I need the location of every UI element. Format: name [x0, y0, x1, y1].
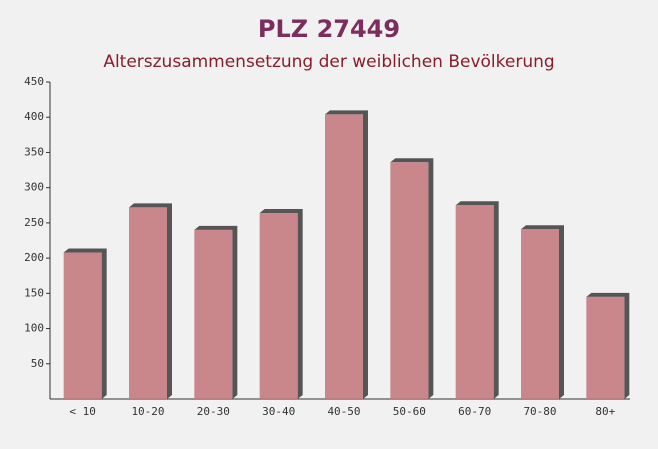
x-tick-label: 80+	[595, 405, 615, 418]
x-tick-label: 30-40	[262, 405, 295, 418]
bar-shadow	[521, 225, 564, 399]
bar	[586, 296, 625, 399]
x-tick-label: 60-70	[458, 405, 491, 418]
y-tick-label: 450	[24, 75, 44, 88]
bar	[129, 207, 167, 399]
bar-shadow	[390, 158, 434, 399]
bar-shadow	[63, 248, 107, 399]
bar	[390, 162, 429, 399]
y-tick-label: 300	[24, 181, 44, 194]
x-tick-label: < 10	[69, 405, 96, 418]
y-tick-label: 400	[24, 110, 44, 123]
chart-title: PLZ 27449	[258, 15, 400, 43]
x-tick-label: 20-30	[197, 405, 230, 418]
x-tick-label: 70-80	[523, 405, 556, 418]
x-tick-label: 40-50	[327, 405, 360, 418]
y-tick-label: 350	[24, 145, 44, 158]
bar-shadow	[194, 225, 238, 399]
y-tick-label: 150	[24, 286, 44, 299]
x-tick-label: 50-60	[393, 405, 426, 418]
x-tick-label: 10-20	[131, 405, 164, 418]
y-tick-label: 50	[31, 357, 44, 370]
y-tick-label: 200	[24, 251, 44, 264]
y-tick-label: 100	[24, 322, 44, 335]
bar	[325, 114, 363, 399]
bar	[63, 252, 102, 399]
bar-shadow	[586, 292, 630, 399]
chart-subtitle: Alterszusammensetzung der weiblichen Bev…	[103, 52, 554, 72]
bar-shadow	[129, 203, 172, 399]
bar	[194, 229, 233, 399]
bar	[455, 205, 494, 399]
bar-shadow	[259, 209, 303, 399]
y-tick-label: 250	[24, 216, 44, 229]
bar	[259, 213, 298, 399]
bar	[521, 229, 559, 399]
bar-shadow	[325, 110, 368, 399]
bar-shadow	[455, 201, 499, 399]
